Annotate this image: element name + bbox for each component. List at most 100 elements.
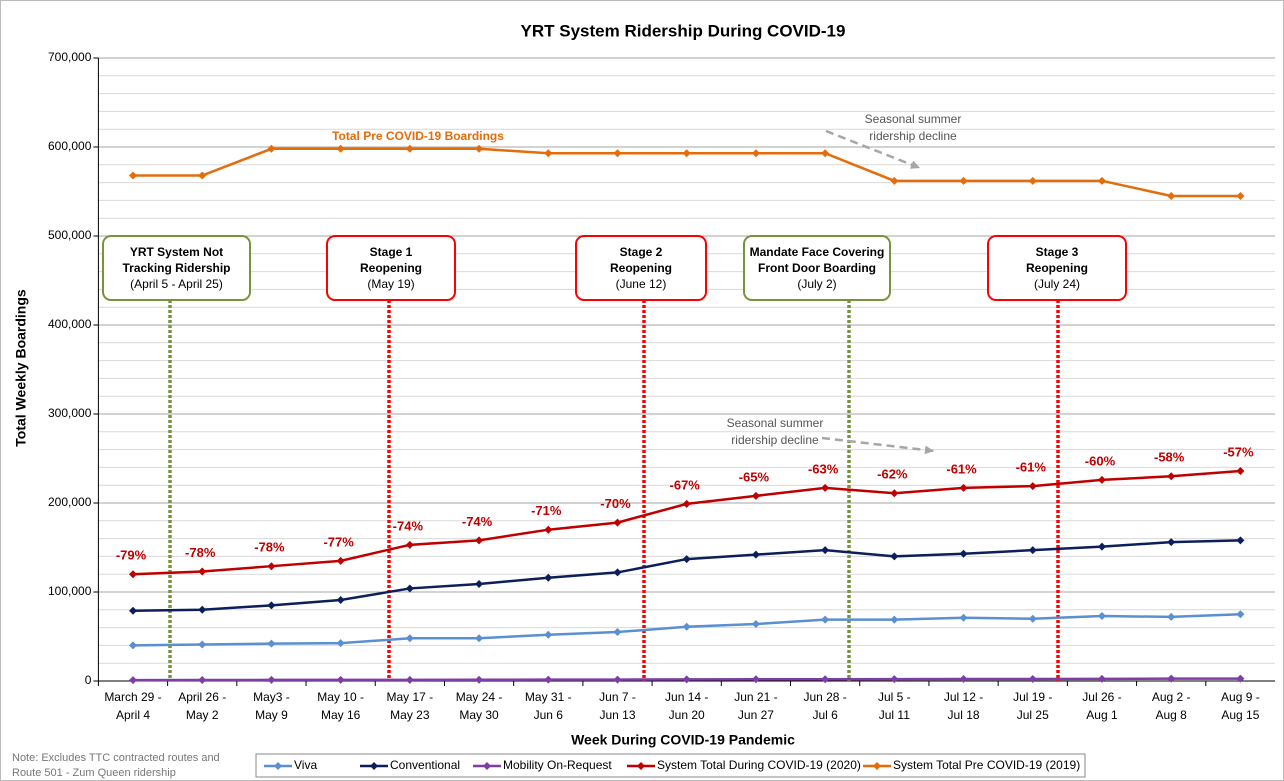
percent-label: -67%: [670, 477, 701, 492]
percent-label: -57%: [1223, 444, 1254, 459]
x-tick-label: May 10 -: [317, 690, 364, 704]
x-tick-label: Jul 19 -: [1013, 690, 1052, 704]
point: [890, 552, 899, 561]
percent-label: -78%: [185, 545, 216, 560]
point: [959, 176, 968, 185]
event-box: [743, 235, 891, 301]
event-text: Stage 3: [1036, 245, 1079, 259]
y-tick-label: 300,000: [48, 406, 92, 420]
x-tick-label: May 24 -: [456, 690, 503, 704]
point: [1097, 612, 1106, 621]
x-tick-label: Jun 21 -: [734, 690, 777, 704]
point: [890, 615, 899, 624]
point: [1028, 674, 1037, 683]
chart-title: YRT System Ridership During COVID-19: [521, 21, 846, 40]
x-tick-label: Aug 9 -: [1221, 690, 1260, 704]
x-axis-label: Week During COVID-19 Pandemic: [571, 732, 795, 748]
legend-box: [255, 753, 1086, 778]
note: Note: Excludes TTC contracted routes and: [12, 752, 220, 764]
legend-marker: [483, 762, 491, 770]
point: [682, 622, 691, 631]
point: [198, 171, 207, 180]
x-tick-label: May 16: [321, 708, 361, 722]
point: [267, 639, 276, 648]
point: [405, 634, 414, 643]
percent-label: -79%: [116, 548, 147, 563]
event-text: Stage 1: [370, 245, 413, 259]
point: [336, 556, 345, 565]
event-text: Front Door Boarding: [758, 261, 876, 275]
percent-label: -70%: [600, 496, 631, 511]
point: [821, 675, 830, 684]
point: [129, 676, 138, 685]
y-tick-label: 600,000: [48, 139, 92, 153]
arrow-head: [924, 445, 934, 455]
point: [198, 640, 207, 649]
point: [405, 675, 414, 684]
point: [129, 641, 138, 650]
percent-label: -60%: [1085, 453, 1116, 468]
point: [405, 144, 414, 153]
event-text: YRT System Not: [130, 245, 223, 259]
event-text: (May 19): [367, 277, 414, 291]
point: [129, 171, 138, 180]
point: [1236, 191, 1245, 200]
x-tick-label: Jul 26 -: [1082, 690, 1121, 704]
point: [544, 149, 553, 158]
legend-label: System Total Pre COVID-19 (2019): [893, 758, 1080, 772]
x-tick-label: Jul 18: [948, 708, 980, 722]
x-tick-label: Jun 28 -: [803, 690, 846, 704]
event-text: (April 5 - April 25): [130, 277, 223, 291]
point: [959, 613, 968, 622]
event-text: Reopening: [1026, 261, 1088, 275]
event-text: Mandate Face Covering: [750, 245, 885, 259]
percent-label: -65%: [739, 469, 770, 484]
event-box: [102, 235, 251, 301]
x-tick-label: April 26 -: [178, 690, 226, 704]
point: [1236, 466, 1245, 475]
point: [1028, 546, 1037, 555]
annotation: ridership decline: [731, 433, 819, 447]
x-tick-label: Jun 20: [669, 708, 705, 722]
point: [1167, 612, 1176, 621]
point: [475, 536, 484, 545]
x-tick-label: May 23: [390, 708, 430, 722]
percent-label: -77%: [323, 534, 354, 549]
arrow-head: [910, 160, 920, 169]
percent-label: -78%: [254, 540, 285, 555]
point: [613, 628, 622, 637]
x-tick-label: Jun 6: [534, 708, 564, 722]
event-box: [987, 235, 1127, 301]
event-text: Reopening: [610, 261, 672, 275]
point: [336, 596, 345, 605]
point: [1236, 536, 1245, 545]
point: [544, 675, 553, 684]
note: Route 501 - Zum Queen ridership: [12, 767, 176, 779]
x-tick-label: May 30: [459, 708, 499, 722]
point: [129, 570, 138, 579]
x-tick-label: May 17 -: [387, 690, 434, 704]
percent-label: -61%: [946, 461, 977, 476]
point: [751, 675, 760, 684]
point: [821, 149, 830, 158]
event-text: (June 12): [616, 277, 667, 291]
point: [1167, 472, 1176, 481]
annotation: ridership decline: [869, 129, 957, 143]
x-tick-label: April 4: [116, 708, 150, 722]
percent-label: -74%: [462, 514, 493, 529]
point: [1167, 674, 1176, 683]
point: [1167, 191, 1176, 200]
point: [890, 176, 899, 185]
point: [821, 483, 830, 492]
point: [682, 555, 691, 564]
point: [1097, 176, 1106, 185]
point: [682, 149, 691, 158]
percent-label: -61%: [1016, 460, 1047, 475]
legend-marker: [370, 762, 378, 770]
percent-label: -58%: [1154, 450, 1185, 465]
point: [890, 675, 899, 684]
point: [959, 675, 968, 684]
point: [544, 630, 553, 639]
point: [475, 579, 484, 588]
point: [198, 605, 207, 614]
